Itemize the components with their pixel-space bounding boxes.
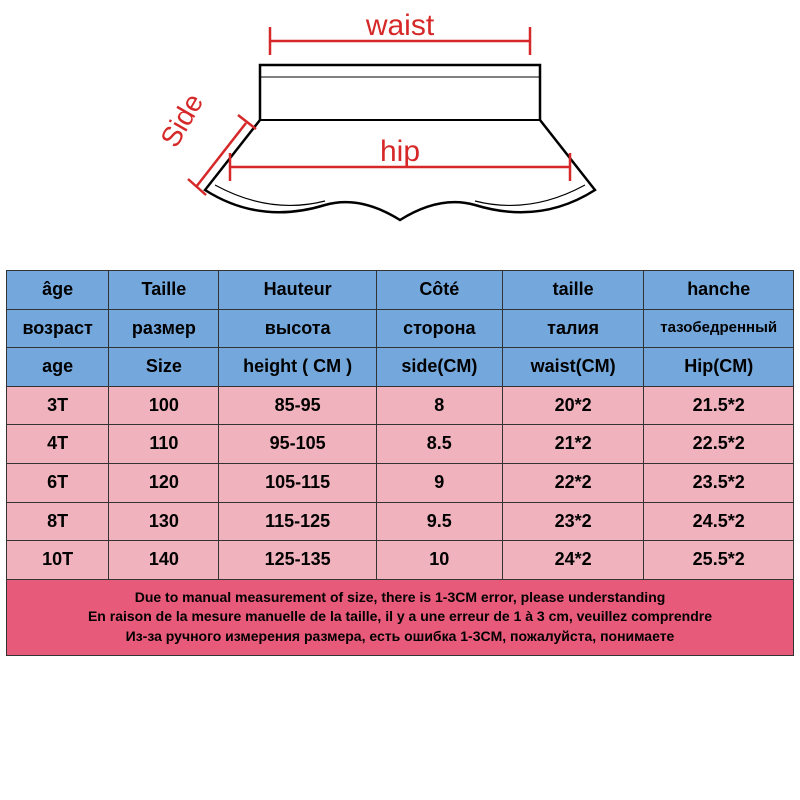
footnote-fr: En raison de la mesure manuelle de la ta… [11, 607, 789, 627]
col-header: waist(CM) [502, 348, 644, 387]
cell: 21.5*2 [644, 386, 794, 425]
cell: 95-105 [219, 425, 376, 464]
col-header: талия [502, 309, 644, 348]
col-header: Hauteur [219, 271, 376, 310]
cell: 115-125 [219, 502, 376, 541]
table-row: 8T 130 115-125 9.5 23*2 24.5*2 [7, 502, 794, 541]
size-table-wrap: âge Taille Hauteur Côté taille hanche во… [0, 270, 800, 662]
cell: 22*2 [502, 463, 644, 502]
cell: 3T [7, 386, 109, 425]
cell: 23.5*2 [644, 463, 794, 502]
table-row: 4T 110 95-105 8.5 21*2 22.5*2 [7, 425, 794, 464]
footnote-cell: Due to manual measurement of size, there… [7, 579, 794, 655]
cell: 4T [7, 425, 109, 464]
cell: 105-115 [219, 463, 376, 502]
cell: 110 [109, 425, 219, 464]
footnote-en: Due to manual measurement of size, there… [11, 588, 789, 608]
table-row: 3T 100 85-95 8 20*2 21.5*2 [7, 386, 794, 425]
size-table: âge Taille Hauteur Côté taille hanche во… [6, 270, 794, 656]
cell: 85-95 [219, 386, 376, 425]
col-header: âge [7, 271, 109, 310]
col-header: высота [219, 309, 376, 348]
cell: 23*2 [502, 502, 644, 541]
cell: 20*2 [502, 386, 644, 425]
footnote-ru: Из-за ручного измерения размера, есть ош… [11, 627, 789, 647]
size-table-body: 3T 100 85-95 8 20*2 21.5*2 4T 110 95-105… [7, 386, 794, 655]
cell: 24.5*2 [644, 502, 794, 541]
cell: 8T [7, 502, 109, 541]
waist-label: waist [365, 9, 435, 42]
cell: 120 [109, 463, 219, 502]
header-row-fr: âge Taille Hauteur Côté taille hanche [7, 271, 794, 310]
col-header: Taille [109, 271, 219, 310]
garment-svg: waist hip Side [120, 5, 680, 265]
col-header: сторона [376, 309, 502, 348]
cell: 125-135 [219, 541, 376, 580]
col-header: hanche [644, 271, 794, 310]
cell: 25.5*2 [644, 541, 794, 580]
col-header: тазобедренный [644, 309, 794, 348]
cell: 10T [7, 541, 109, 580]
col-header: age [7, 348, 109, 387]
cell: 6T [7, 463, 109, 502]
cell: 21*2 [502, 425, 644, 464]
col-header: возраст [7, 309, 109, 348]
table-row: 6T 120 105-115 9 22*2 23.5*2 [7, 463, 794, 502]
cell: 8 [376, 386, 502, 425]
cell: 9 [376, 463, 502, 502]
side-label: Side [154, 88, 209, 152]
col-header: Côté [376, 271, 502, 310]
col-header: height ( CM ) [219, 348, 376, 387]
col-header: side(CM) [376, 348, 502, 387]
table-row: 10T 140 125-135 10 24*2 25.5*2 [7, 541, 794, 580]
cell: 100 [109, 386, 219, 425]
header-row-ru: возраст размер высота сторона талия тазо… [7, 309, 794, 348]
cell: 24*2 [502, 541, 644, 580]
cell: 8.5 [376, 425, 502, 464]
hip-label: hip [380, 135, 420, 168]
footnote-row: Due to manual measurement of size, there… [7, 579, 794, 655]
header-row-en: age Size height ( CM ) side(CM) waist(CM… [7, 348, 794, 387]
col-header: Hip(CM) [644, 348, 794, 387]
col-header: taille [502, 271, 644, 310]
cell: 22.5*2 [644, 425, 794, 464]
col-header: Size [109, 348, 219, 387]
measurement-diagram: waist hip Side [0, 0, 800, 270]
col-header: размер [109, 309, 219, 348]
cell: 130 [109, 502, 219, 541]
cell: 9.5 [376, 502, 502, 541]
cell: 140 [109, 541, 219, 580]
cell: 10 [376, 541, 502, 580]
